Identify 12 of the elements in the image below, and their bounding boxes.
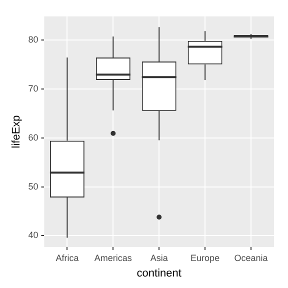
y-tick-label: 80 [28, 34, 38, 44]
x-tick-label: Africa [56, 252, 79, 263]
y-tick-label: 70 [28, 83, 38, 94]
x-tick-label: Americas [94, 252, 132, 263]
x-tick-label: Asia [150, 252, 168, 263]
x-tick-label: Oceania [234, 252, 268, 263]
y-axis-title: lifeExp [10, 115, 23, 148]
y-tick-label: 40 [28, 230, 38, 240]
x-axis-title: continent [136, 267, 182, 280]
y-tick-label: 50 [28, 181, 38, 192]
x-tick-label: Europe [190, 252, 220, 263]
y-tick-label: 60 [28, 132, 38, 142]
